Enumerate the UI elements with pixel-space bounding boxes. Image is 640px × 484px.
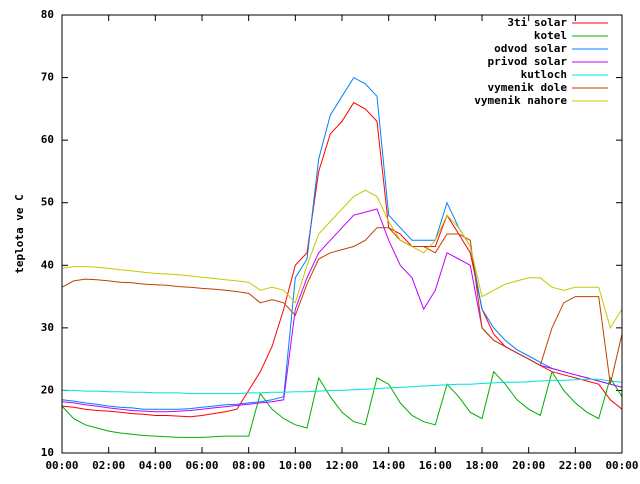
legend-label: odvod solar: [494, 42, 567, 55]
y-tick-label: 20: [41, 383, 54, 396]
legend-label: vymenik nahore: [474, 94, 567, 107]
x-tick-label: 22:00: [559, 459, 592, 472]
series-line: [61, 76, 623, 410]
series-line: [61, 370, 623, 438]
x-tick-label: 20:00: [512, 459, 545, 472]
x-tick-label: 02:00: [92, 459, 125, 472]
x-tick-label: 14:00: [372, 459, 405, 472]
x-tick-label: 00:00: [45, 459, 78, 472]
x-tick-label: 06:00: [185, 459, 218, 472]
x-tick-label: 12:00: [325, 459, 358, 472]
y-axis-label: teplota ve C: [13, 194, 26, 273]
legend-label: kotel: [534, 29, 567, 42]
x-tick-label: 00:00: [605, 459, 638, 472]
series-line: [61, 101, 623, 418]
series-line: [61, 227, 623, 385]
x-tick-label: 08:00: [232, 459, 265, 472]
series-line: [62, 378, 623, 395]
series-line: [61, 189, 623, 330]
x-tick-label: 04:00: [139, 459, 172, 472]
x-tick-label: 18:00: [465, 459, 498, 472]
legend-label: kutloch: [521, 68, 567, 81]
legend-label: 3ti solar: [507, 16, 567, 29]
y-tick-label: 70: [41, 71, 54, 84]
legend-label: vymenik dole: [488, 81, 568, 94]
y-tick-label: 50: [41, 196, 54, 209]
legend-label: privod solar: [488, 55, 568, 68]
plot-frame: [61, 14, 623, 454]
x-tick-label: 10:00: [279, 459, 312, 472]
x-tick-label: 16:00: [419, 459, 452, 472]
y-tick-label: 60: [41, 133, 54, 146]
y-tick-label: 80: [41, 8, 54, 21]
y-tick-label: 30: [41, 321, 54, 334]
y-tick-label: 10: [41, 446, 54, 459]
y-tick-label: 40: [41, 258, 54, 271]
